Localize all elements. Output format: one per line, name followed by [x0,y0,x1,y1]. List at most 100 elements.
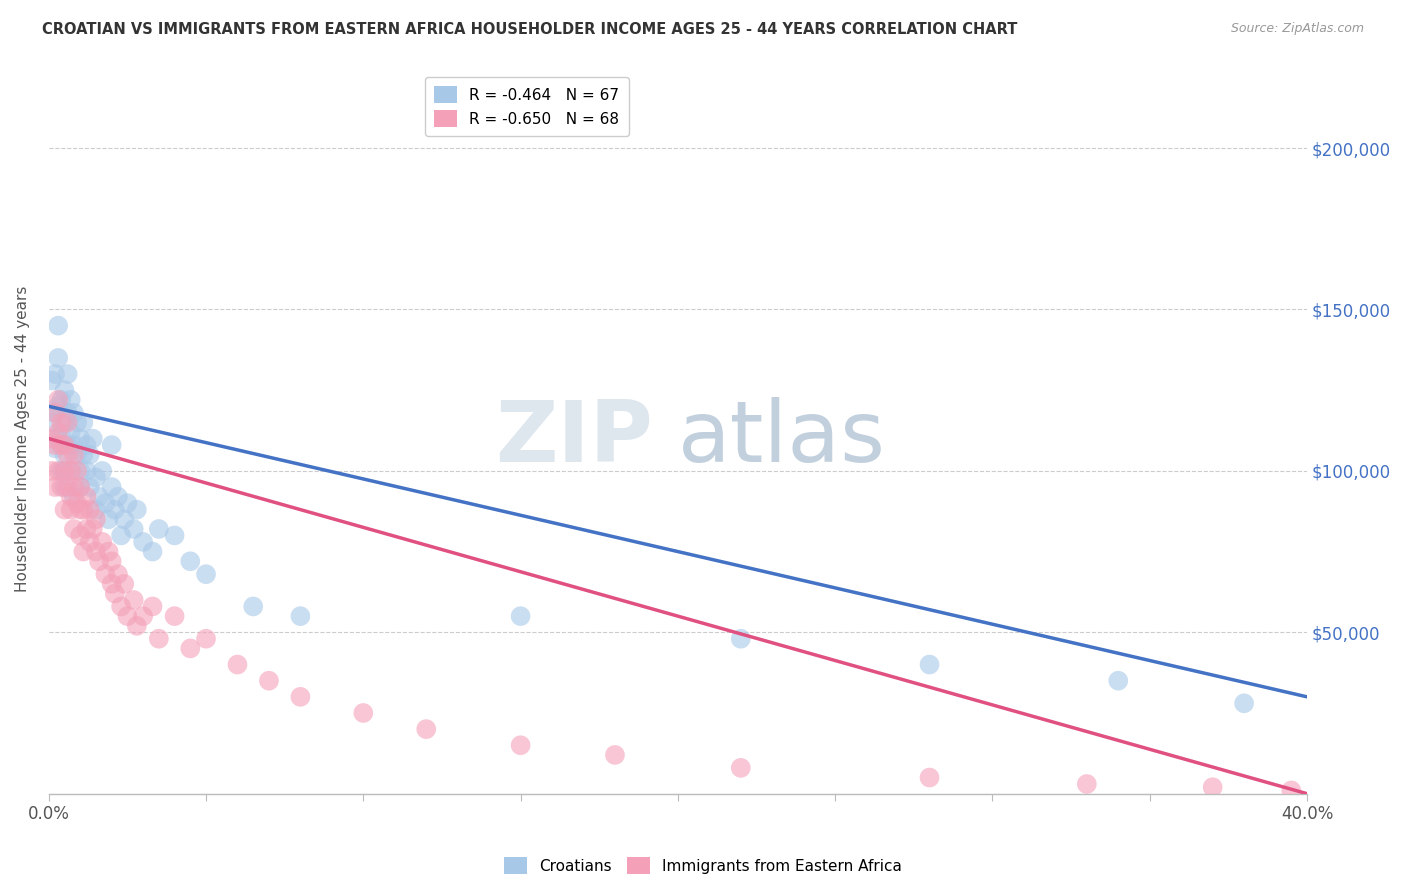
Point [509,738,531,752]
Point [107,490,129,504]
Point [69,480,91,494]
Point [179,641,201,656]
Point [44,480,66,494]
Point [72,502,94,516]
Point [107,567,129,582]
Point [46,400,69,414]
Point [41,374,63,388]
Point [59,464,82,478]
Point [132,609,155,624]
Point [84,502,107,516]
Point [125,502,148,516]
Point [59,490,82,504]
Point [82,522,104,536]
Point [257,673,280,688]
Point [1201,780,1223,795]
Point [104,586,127,600]
Point [110,528,132,542]
Point [100,554,122,568]
Point [53,480,76,494]
Point [66,416,89,430]
Point [415,722,437,736]
Point [509,609,531,624]
Text: ZIP: ZIP [495,397,652,480]
Point [84,512,107,526]
Point [51,392,73,407]
Point [79,502,101,516]
Point [63,406,86,420]
Point [56,367,79,381]
Point [91,464,114,478]
Point [148,522,170,536]
Point [1233,696,1256,710]
Point [53,438,76,452]
Point [290,609,312,624]
Point [112,577,135,591]
Point [79,448,101,462]
Point [56,480,79,494]
Point [69,528,91,542]
Point [46,425,69,439]
Point [53,464,76,478]
Point [63,448,86,462]
Point [51,438,73,452]
Point [41,416,63,430]
Point [46,318,69,333]
Point [51,425,73,439]
Text: atlas: atlas [678,397,886,480]
Point [242,599,264,614]
Point [1107,673,1129,688]
Point [66,464,89,478]
Point [69,502,91,516]
Point [51,480,73,494]
Point [179,554,201,568]
Point [51,416,73,430]
Point [110,599,132,614]
Point [122,522,145,536]
Point [63,490,86,504]
Point [56,416,79,430]
Point [41,464,63,478]
Point [53,502,76,516]
Y-axis label: Householder Income Ages 25 - 44 years: Householder Income Ages 25 - 44 years [15,285,30,591]
Point [59,464,82,478]
Point [148,632,170,646]
Point [195,632,218,646]
Point [84,470,107,484]
Point [125,619,148,633]
Point [163,609,186,624]
Point [41,432,63,446]
Point [53,448,76,462]
Point [51,464,73,478]
Point [290,690,312,704]
Point [76,490,98,504]
Point [100,438,122,452]
Point [94,496,117,510]
Point [56,406,79,420]
Point [69,480,91,494]
Point [76,438,98,452]
Point [59,502,82,516]
Point [603,747,626,762]
Point [63,438,86,452]
Point [53,464,76,478]
Point [918,657,941,672]
Point [44,406,66,420]
Point [79,480,101,494]
Point [59,425,82,439]
Point [76,522,98,536]
Point [84,544,107,558]
Point [1076,777,1098,791]
Point [51,438,73,452]
Point [117,609,139,624]
Point [66,496,89,510]
Point [44,442,66,456]
Text: CROATIAN VS IMMIGRANTS FROM EASTERN AFRICA HOUSEHOLDER INCOME AGES 25 - 44 YEARS: CROATIAN VS IMMIGRANTS FROM EASTERN AFRI… [42,22,1018,37]
Point [163,528,186,542]
Point [87,490,110,504]
Point [72,416,94,430]
Point [97,544,120,558]
Legend: Croatians, Immigrants from Eastern Africa: Croatians, Immigrants from Eastern Afric… [498,851,908,880]
Point [82,432,104,446]
Point [112,512,135,526]
